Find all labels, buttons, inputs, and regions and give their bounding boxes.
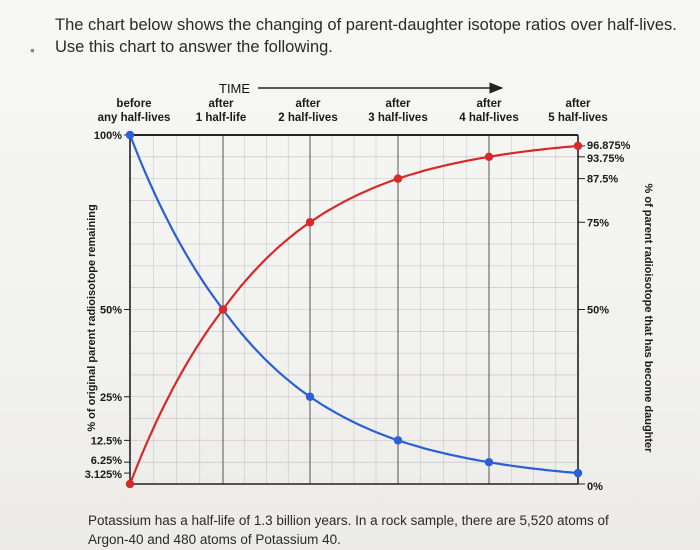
column-header-line: any half-lives bbox=[98, 112, 171, 124]
daughter-point bbox=[484, 152, 494, 162]
daughter-point bbox=[305, 218, 315, 227]
column-header-line: after bbox=[209, 98, 234, 110]
left-tick-label: 50% bbox=[100, 305, 122, 317]
parent-point bbox=[484, 457, 494, 467]
column-header-line: after bbox=[296, 98, 321, 110]
column-header-2: after 2 half-lives bbox=[278, 98, 337, 124]
left-axis-title: % of original parent radioisotope remain… bbox=[86, 204, 98, 431]
parent-point bbox=[393, 436, 403, 445]
left-tick-label: 6.25% bbox=[91, 455, 122, 467]
column-header-3: after 3 half-lives bbox=[368, 98, 427, 124]
right-tick-label: 87.5% bbox=[587, 174, 618, 186]
daughter-point bbox=[218, 305, 228, 314]
right-tick-label: 0% bbox=[587, 481, 603, 493]
column-header-line: before bbox=[116, 98, 151, 110]
grid-lines bbox=[129, 134, 579, 485]
parent-point bbox=[305, 392, 315, 401]
bullet-marker: • bbox=[30, 42, 35, 58]
column-header-line: after bbox=[477, 98, 502, 110]
right-tick-label: 96.875% bbox=[587, 140, 631, 152]
column-header-line: 4 half-lives bbox=[459, 112, 518, 124]
column-header-line: 2 half-lives bbox=[278, 112, 337, 124]
daughter-point bbox=[573, 141, 583, 151]
left-tick-label: 25% bbox=[100, 392, 122, 404]
column-header-line: 3 half-lives bbox=[368, 112, 427, 124]
parent-point bbox=[573, 468, 583, 478]
time-label: TIME bbox=[219, 81, 250, 96]
right-axis-title: % of parent radioisotope that has become… bbox=[642, 184, 654, 454]
left-tick-label: 3.125% bbox=[85, 469, 123, 481]
problem-statement: Potassium has a half-life of 1.3 billion… bbox=[88, 513, 609, 547]
labels: TIME before any half-lives after 1 half-life… bbox=[85, 81, 654, 493]
right-tick-label: 50% bbox=[587, 305, 609, 317]
left-tick-label: 100% bbox=[94, 130, 122, 142]
column-header-line: after bbox=[566, 98, 591, 110]
question-text: The chart below shows the changing of pa… bbox=[55, 16, 677, 56]
column-header-line: 1 half-life bbox=[196, 112, 246, 124]
column-header-line: after bbox=[386, 98, 411, 110]
series bbox=[125, 130, 583, 489]
column-header-5: after 5 half-lives bbox=[548, 98, 607, 124]
left-tick-label: 12.5% bbox=[91, 435, 122, 447]
column-header-line: 5 half-lives bbox=[548, 112, 607, 124]
daughter-point bbox=[393, 174, 403, 183]
daughter-point bbox=[125, 479, 135, 489]
right-tick-label: 75% bbox=[587, 217, 609, 229]
column-header-0: before any half-lives bbox=[98, 98, 171, 124]
parent-point bbox=[125, 130, 135, 140]
column-header-4: after 4 half-lives bbox=[459, 98, 518, 124]
parent-curve bbox=[128, 134, 579, 475]
daughter-curve bbox=[128, 144, 579, 485]
axes bbox=[124, 82, 585, 485]
column-header-1: after 1 half-life bbox=[196, 98, 246, 124]
right-tick-label: 93.75% bbox=[587, 153, 625, 165]
